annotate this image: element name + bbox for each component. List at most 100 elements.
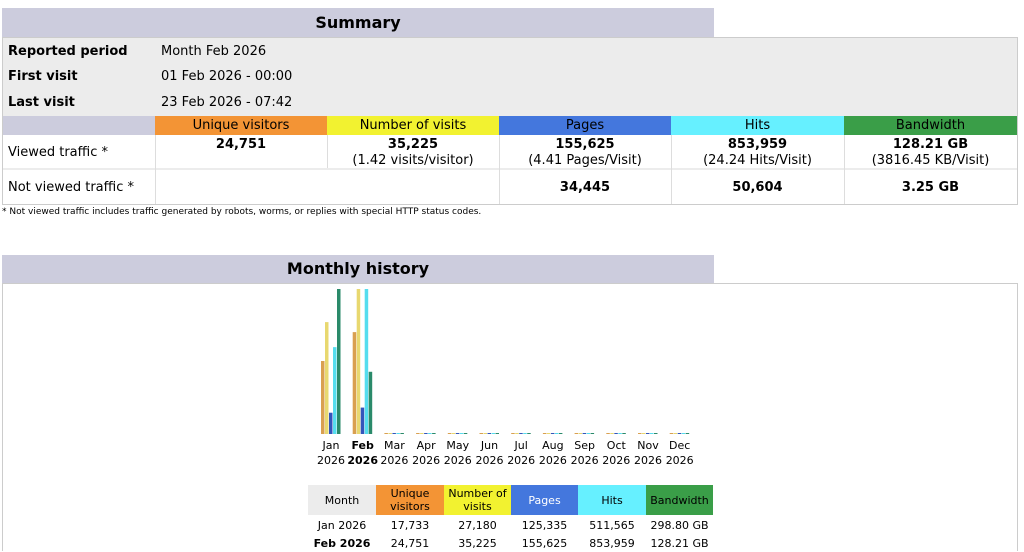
- table-cell: 17,733: [391, 519, 430, 532]
- bar-visits-feb: [356, 289, 361, 434]
- x-tick-month: Mar: [384, 439, 405, 452]
- bar-hits-jan: [333, 347, 337, 434]
- bar-hits-oct: [618, 433, 622, 434]
- bar-hits-jun: [491, 433, 495, 434]
- col-unique-visitors: Unique visitors: [155, 116, 327, 135]
- col-bandwidth: Bandwidth: [844, 116, 1017, 135]
- not-viewed-bandwidth: 3.25 GB: [901, 180, 960, 195]
- bar-bandwidth-oct: [622, 433, 626, 434]
- table-header-cell: [646, 485, 713, 515]
- table-header-label: Number of: [448, 487, 507, 500]
- x-tick-month: Feb: [351, 439, 374, 452]
- viewed-visits: 35,225 (1.42 visits/visitor): [352, 137, 474, 168]
- table-header-cell: [376, 485, 444, 515]
- bar-bandwidth-aug: [558, 433, 563, 434]
- first-visit-value: 01 Feb 2026 - 00:00: [161, 69, 293, 84]
- bar-visits-jun: [483, 433, 487, 434]
- col-number-of-visits: Number of visits: [327, 116, 499, 135]
- table-header-label: Month: [325, 494, 360, 507]
- bar-bandwidth-feb: [368, 371, 373, 434]
- bar-hits-feb: [364, 289, 369, 434]
- viewed-hits: 853,959 (24.24 Hits/Visit): [703, 137, 812, 168]
- bar-hits-apr: [428, 433, 432, 434]
- table-header-label: Bandwidth: [650, 494, 709, 507]
- table-header-label: visits: [463, 500, 492, 513]
- x-tick-month: Apr: [417, 439, 437, 452]
- bar-bandwidth-dec: [685, 433, 690, 434]
- bar-pages-jun: [487, 433, 491, 434]
- x-tick-month: Jun: [480, 439, 498, 452]
- table-cell: 24,751: [391, 537, 430, 550]
- table-header-label: Hits: [601, 494, 623, 507]
- x-tick-year: 2026: [571, 454, 599, 467]
- bar-unique_visitors-aug: [542, 433, 547, 434]
- monthly-history-title: Monthly history: [2, 255, 714, 283]
- bar-visits-mar: [388, 433, 392, 434]
- bar-unique_visitors-oct: [606, 433, 610, 434]
- x-tick-month: Jan: [322, 439, 340, 452]
- table-header-label: Unique: [391, 487, 430, 500]
- viewed-traffic-label: Viewed traffic *: [8, 145, 108, 160]
- bar-pages-nov: [646, 433, 650, 434]
- x-tick-year: 2026: [634, 454, 662, 467]
- table-cell: Jan 2026: [317, 519, 366, 532]
- not-viewed-pages: 34,445: [559, 180, 611, 195]
- x-tick-month: Nov: [637, 439, 659, 452]
- not-viewed-traffic-label: Not viewed traffic *: [8, 180, 134, 195]
- bar-unique_visitors-mar: [384, 433, 388, 434]
- viewed-traffic-row: [3, 135, 1017, 168]
- bar-visits-dec: [673, 433, 678, 434]
- x-tick-year: 2026: [380, 454, 408, 467]
- first-visit-label: First visit: [8, 69, 78, 84]
- monthly-history-panel: Jan 2026 Feb 2026 Mar 2026 Apr 2026 May 2026 Jun 20…: [2, 283, 1018, 551]
- bar-hits-aug: [554, 433, 559, 434]
- summary-panel: Reported period Month Feb 2026 First vis…: [2, 37, 1018, 205]
- bar-hits-mar: [396, 433, 400, 434]
- footnote: * Not viewed traffic includes traffic ge…: [2, 207, 482, 217]
- x-tick-month: Oct: [607, 439, 627, 452]
- table-header-cell: [308, 485, 376, 515]
- x-tick-year: 2026: [539, 454, 567, 467]
- last-visit-label: Last visit: [8, 95, 75, 110]
- table-cell: 155,625: [522, 537, 568, 550]
- bar-pages-dec: [677, 433, 682, 434]
- table-cell: 35,225: [458, 537, 497, 550]
- table-cell: 128.21 GB: [650, 537, 708, 550]
- x-tick-year: 2026: [476, 454, 504, 467]
- col-hits: Hits: [671, 116, 844, 135]
- table-cell: 125,335: [522, 519, 568, 532]
- table-cell: 511,565: [589, 519, 635, 532]
- bar-pages-feb: [360, 407, 365, 434]
- bar-hits-dec: [681, 433, 686, 434]
- divider: [844, 135, 845, 204]
- bar-unique_visitors-jan: [321, 361, 325, 434]
- table-header-label: visitors: [390, 500, 430, 513]
- bar-visits-sep: [578, 433, 583, 434]
- bar-unique_visitors-sep: [574, 433, 579, 434]
- table-header-label: Pages: [528, 494, 561, 507]
- bar-pages-oct: [614, 433, 618, 434]
- reported-period-value: Month Feb 2026: [161, 44, 267, 59]
- table-cell: 298.80 GB: [650, 519, 708, 532]
- bar-pages-may: [455, 433, 460, 434]
- bar-hits-sep: [586, 433, 591, 434]
- bar-bandwidth-jun: [495, 433, 499, 434]
- col-pages: Pages: [499, 116, 671, 135]
- bar-unique_visitors-feb: [352, 332, 357, 434]
- bar-visits-may: [451, 433, 456, 434]
- divider: [671, 135, 672, 204]
- bar-pages-jul: [519, 433, 523, 434]
- table-cell: Feb 2026: [314, 537, 371, 550]
- bar-bandwidth-may: [463, 433, 468, 434]
- x-tick-year: 2026: [412, 454, 440, 467]
- x-tick-month: Dec: [669, 439, 690, 452]
- viewed-bandwidth: 128.21 GB (3816.45 KB/Visit): [871, 137, 990, 168]
- viewed-unique-visitors: 24,751: [215, 137, 267, 152]
- viewed-pages: 155,625 (4.41 Pages/Visit): [528, 137, 642, 168]
- table-cell: 27,180: [458, 519, 497, 532]
- x-tick-month: May: [446, 439, 469, 452]
- bar-bandwidth-apr: [432, 433, 436, 434]
- not-viewed-hits: 50,604: [732, 180, 783, 195]
- bar-unique_visitors-dec: [669, 433, 674, 434]
- x-tick-year: 2026: [444, 454, 472, 467]
